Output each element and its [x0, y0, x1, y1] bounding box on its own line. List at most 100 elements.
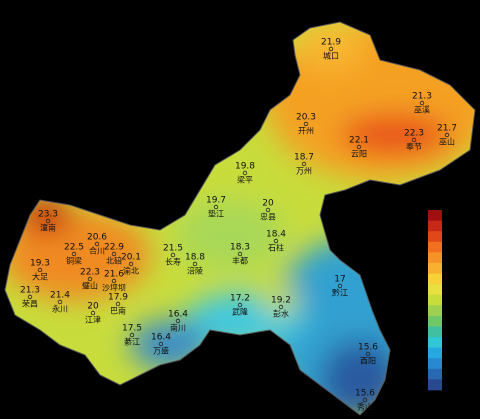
- stations: 21.9 城口 21.3 巫溪 20.3 开州 22.1 云阳 22.3 奉节 21.7 巫山 19.8…: [20, 38, 457, 412]
- station-value: 21.3: [412, 92, 432, 102]
- station-name: 云阳: [351, 150, 367, 159]
- station-dot: [362, 397, 368, 403]
- station-value: 16.4: [151, 333, 171, 343]
- station-dot: [170, 252, 176, 258]
- station-dot: [111, 251, 117, 257]
- station-dot: [87, 276, 93, 282]
- station-value: 23.3: [38, 210, 58, 220]
- station-dot: [111, 278, 117, 284]
- station-name: 彭水: [273, 309, 289, 319]
- station-dot: [365, 351, 371, 357]
- station-dot: [45, 218, 51, 224]
- station-name: 大足: [32, 272, 48, 282]
- station-dot: [242, 170, 248, 176]
- station-name: 璧山: [82, 281, 98, 291]
- station-name: 合川: [89, 246, 105, 256]
- color-swatch: [428, 305, 442, 317]
- station-value: 22.5: [64, 243, 84, 253]
- station-value: 17: [334, 275, 345, 285]
- color-scale: [428, 210, 442, 391]
- color-swatch: [428, 347, 442, 359]
- station-value: 21.4: [50, 291, 70, 301]
- station-dot: [237, 251, 243, 257]
- station-name: 荣昌: [22, 299, 38, 309]
- station-value: 17.2: [230, 294, 250, 304]
- station-dot: [158, 341, 164, 347]
- station-dot: [356, 144, 362, 150]
- station-name: 酉阳: [360, 357, 376, 366]
- color-swatch: [428, 368, 442, 380]
- station-name: 武隆: [232, 307, 248, 317]
- station-dot: [328, 46, 334, 52]
- station-dot: [57, 299, 63, 305]
- color-swatch: [428, 326, 442, 338]
- station-dot: [175, 318, 181, 324]
- station-dot: [303, 121, 309, 127]
- station-name: 垫江: [208, 209, 224, 219]
- station-name: 城口: [323, 52, 339, 61]
- station-value: 19.7: [206, 196, 226, 206]
- station-value: 19.3: [30, 259, 50, 269]
- station-dot: [27, 294, 33, 300]
- station-value: 18.3: [230, 243, 250, 253]
- station-dot: [71, 251, 77, 257]
- station-dot: [337, 283, 343, 289]
- station-value: 21.7: [437, 124, 457, 134]
- station-value: 22.1: [349, 136, 369, 146]
- station-value: 18.8: [185, 253, 205, 263]
- station-value: 19.8: [235, 162, 255, 172]
- station-dot: [213, 204, 219, 210]
- color-swatch: [428, 315, 442, 327]
- station-value: 20.1: [121, 253, 141, 263]
- station-dot: [419, 100, 425, 106]
- station-name: 奉节: [406, 142, 422, 152]
- station-dot: [192, 261, 198, 267]
- station-dot: [273, 238, 279, 244]
- station-dot: [128, 261, 134, 267]
- station-name: 丰都: [232, 256, 248, 266]
- station-value: 15.6: [355, 389, 375, 399]
- station-value: 22.3: [80, 268, 100, 278]
- station-name: 铜梁: [66, 256, 82, 266]
- station-value: 21.5: [163, 244, 183, 254]
- station-value: 21.9: [321, 38, 341, 48]
- station-name: 潼南: [40, 223, 56, 233]
- color-swatch: [428, 220, 442, 232]
- station-value: 17.5: [122, 324, 142, 334]
- station-dot: [265, 207, 271, 213]
- station-name: 沙坪坝: [102, 284, 126, 293]
- color-swatch: [428, 284, 442, 296]
- station-name: 綦江: [124, 337, 140, 347]
- station-name: 江津: [85, 315, 101, 325]
- station-name: 黔江: [332, 288, 348, 298]
- station-value: 20: [262, 199, 274, 209]
- color-swatch: [428, 210, 442, 221]
- station-dot: [90, 310, 96, 316]
- color-swatch: [428, 241, 442, 253]
- color-swatch: [428, 337, 442, 348]
- station-dot: [94, 241, 100, 247]
- station-value: 20.3: [296, 113, 316, 123]
- station-name: 万盛: [153, 346, 169, 356]
- station-value: 22.3: [404, 129, 424, 139]
- station-value: 18.7: [294, 153, 314, 163]
- station-name: 永川: [52, 304, 68, 314]
- station-name: 石柱: [268, 243, 284, 253]
- station-dot: [237, 302, 243, 308]
- station-value: 15.6: [358, 343, 378, 353]
- color-swatch: [428, 231, 442, 243]
- station-dot: [301, 161, 307, 167]
- color-swatch: [428, 262, 442, 274]
- station-name: 巴南: [110, 306, 126, 316]
- station-name: 秀山: [357, 402, 373, 412]
- station-dot: [115, 301, 121, 307]
- station-value: 17.9: [108, 293, 128, 303]
- color-swatch: [428, 294, 442, 306]
- station-name: 万州: [296, 167, 312, 176]
- color-swatch: [428, 379, 442, 391]
- station-name: 梁平: [237, 176, 253, 185]
- color-swatch: [428, 252, 442, 264]
